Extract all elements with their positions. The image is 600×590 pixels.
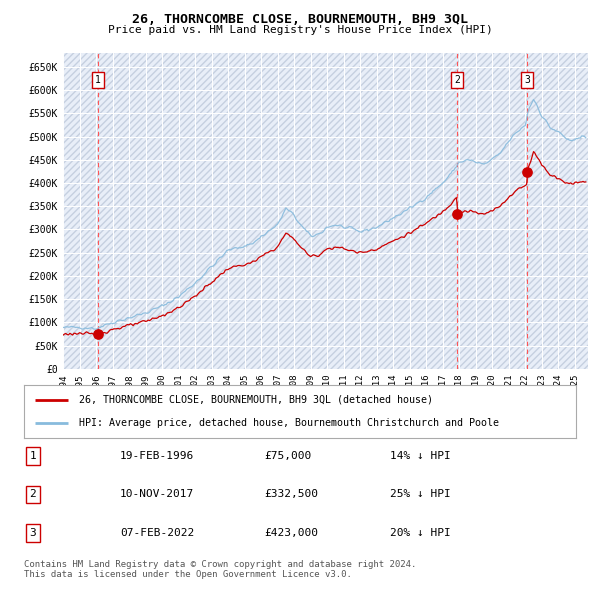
Text: £75,000: £75,000 bbox=[264, 451, 311, 461]
Text: 14% ↓ HPI: 14% ↓ HPI bbox=[390, 451, 451, 461]
Point bbox=[522, 168, 532, 177]
Text: 25% ↓ HPI: 25% ↓ HPI bbox=[390, 490, 451, 499]
Text: £423,000: £423,000 bbox=[264, 528, 318, 537]
Text: 07-FEB-2022: 07-FEB-2022 bbox=[120, 528, 194, 537]
Text: 1: 1 bbox=[29, 451, 37, 461]
Text: 1: 1 bbox=[95, 75, 101, 85]
Point bbox=[452, 209, 462, 219]
Text: 2: 2 bbox=[29, 490, 37, 499]
Point bbox=[93, 329, 103, 339]
Text: 3: 3 bbox=[524, 75, 530, 85]
Text: 3: 3 bbox=[29, 528, 37, 537]
Text: 19-FEB-1996: 19-FEB-1996 bbox=[120, 451, 194, 461]
Text: Contains HM Land Registry data © Crown copyright and database right 2024.
This d: Contains HM Land Registry data © Crown c… bbox=[24, 560, 416, 579]
Text: 20% ↓ HPI: 20% ↓ HPI bbox=[390, 528, 451, 537]
Text: 2: 2 bbox=[454, 75, 460, 85]
Text: Price paid vs. HM Land Registry's House Price Index (HPI): Price paid vs. HM Land Registry's House … bbox=[107, 25, 493, 35]
Text: HPI: Average price, detached house, Bournemouth Christchurch and Poole: HPI: Average price, detached house, Bour… bbox=[79, 418, 499, 428]
Text: 10-NOV-2017: 10-NOV-2017 bbox=[120, 490, 194, 499]
Text: 26, THORNCOMBE CLOSE, BOURNEMOUTH, BH9 3QL (detached house): 26, THORNCOMBE CLOSE, BOURNEMOUTH, BH9 3… bbox=[79, 395, 433, 405]
Text: £332,500: £332,500 bbox=[264, 490, 318, 499]
Text: 26, THORNCOMBE CLOSE, BOURNEMOUTH, BH9 3QL: 26, THORNCOMBE CLOSE, BOURNEMOUTH, BH9 3… bbox=[132, 13, 468, 26]
